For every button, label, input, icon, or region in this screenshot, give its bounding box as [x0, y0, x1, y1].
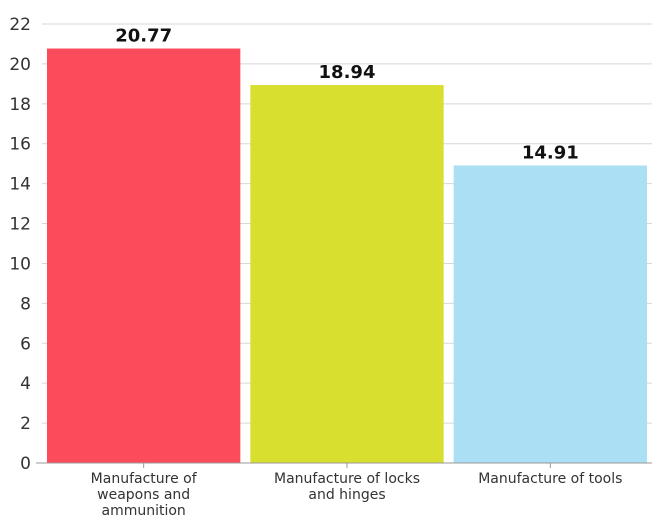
- x-category-label: weapons and: [97, 487, 190, 503]
- y-tick-label: 14: [9, 175, 31, 195]
- x-category-label: Manufacture of tools: [478, 471, 622, 487]
- y-tick-label: 18: [9, 95, 31, 115]
- y-axis-tick-labels: 0 2 4 6 8 10 12 14 16 18 20 22: [9, 15, 31, 474]
- y-tick-label: 8: [20, 294, 31, 314]
- y-tick-label: 10: [9, 254, 31, 274]
- value-label: 14.91: [522, 142, 579, 163]
- value-label: 20.77: [115, 26, 172, 47]
- y-tick-label: 22: [9, 15, 31, 35]
- bar: [453, 165, 647, 463]
- y-tick-label: 20: [9, 55, 31, 75]
- x-category-label: and hinges: [308, 487, 385, 503]
- value-label: 18.94: [319, 62, 376, 83]
- x-category-label: Manufacture of: [91, 471, 198, 487]
- bar: [250, 85, 444, 463]
- bar: [47, 48, 241, 463]
- value-labels: 20.77 18.94 14.91: [115, 26, 579, 164]
- bars: [47, 48, 647, 463]
- y-tick-label: 12: [9, 215, 31, 235]
- y-tick-label: 6: [20, 334, 31, 354]
- y-tick-label: 4: [20, 374, 31, 394]
- y-tick-label: 16: [9, 135, 31, 155]
- x-category-label: Manufacture of locks: [274, 471, 420, 487]
- y-tick-label: 0: [20, 454, 31, 474]
- y-tick-label: 2: [20, 414, 31, 434]
- x-category-label: ammunition: [102, 503, 186, 518]
